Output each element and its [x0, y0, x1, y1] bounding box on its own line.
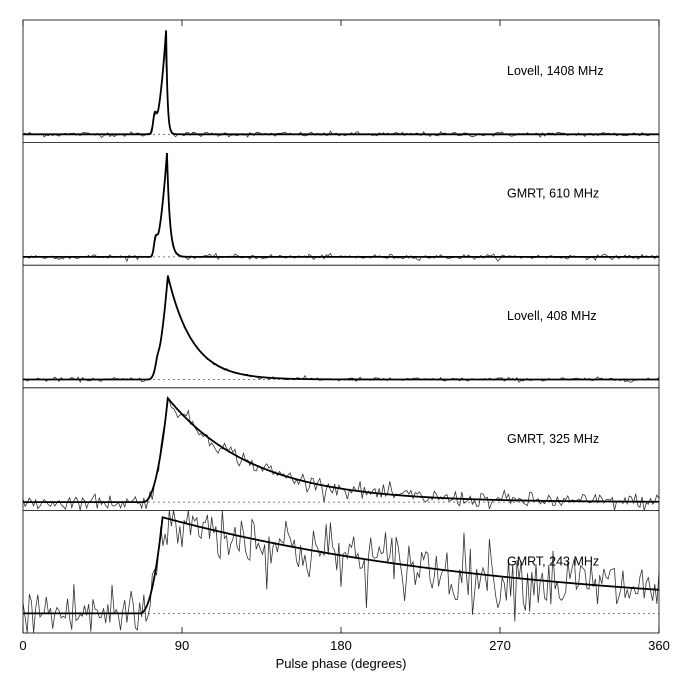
model-fit — [23, 395, 659, 503]
x-axis-ticks: 0 90 180 270 360 — [19, 20, 670, 653]
panel-4: GMRT, 325 MHz — [22, 387, 660, 511]
panel-5: GMRT, 243 MHz — [22, 509, 660, 634]
observed-profile — [22, 510, 660, 634]
panel-label: GMRT, 610 MHz — [507, 187, 599, 201]
x-tick-label: 360 — [648, 638, 670, 653]
observed-profile — [22, 44, 660, 139]
model-fit — [23, 152, 659, 258]
model-fit — [23, 275, 659, 381]
x-axis-title: Pulse phase (degrees) — [276, 656, 407, 671]
panel-label: Lovell, 408 MHz — [507, 309, 597, 323]
x-tick-label: 90 — [175, 638, 189, 653]
observed-profile — [22, 161, 660, 263]
panels-group: Lovell, 1408 MHz GMRT, 610 MHz Lovell, 408… — [22, 30, 660, 634]
panel-1: Lovell, 1408 MHz — [22, 30, 660, 139]
panel-label: GMRT, 243 MHz — [507, 554, 599, 568]
x-tick-label: 0 — [19, 638, 26, 653]
x-tick-label: 270 — [489, 638, 511, 653]
panel-3: Lovell, 408 MHz — [22, 264, 660, 384]
panel-label: GMRT, 325 MHz — [507, 432, 599, 446]
x-tick-label: 180 — [330, 638, 352, 653]
plot-frame — [22, 19, 660, 634]
observed-profile — [22, 397, 660, 511]
model-fit — [23, 516, 660, 615]
model-fit — [23, 30, 659, 136]
observed-profile — [22, 280, 660, 384]
panel-2: GMRT, 610 MHz — [22, 142, 660, 263]
panel-label: Lovell, 1408 MHz — [507, 64, 604, 78]
